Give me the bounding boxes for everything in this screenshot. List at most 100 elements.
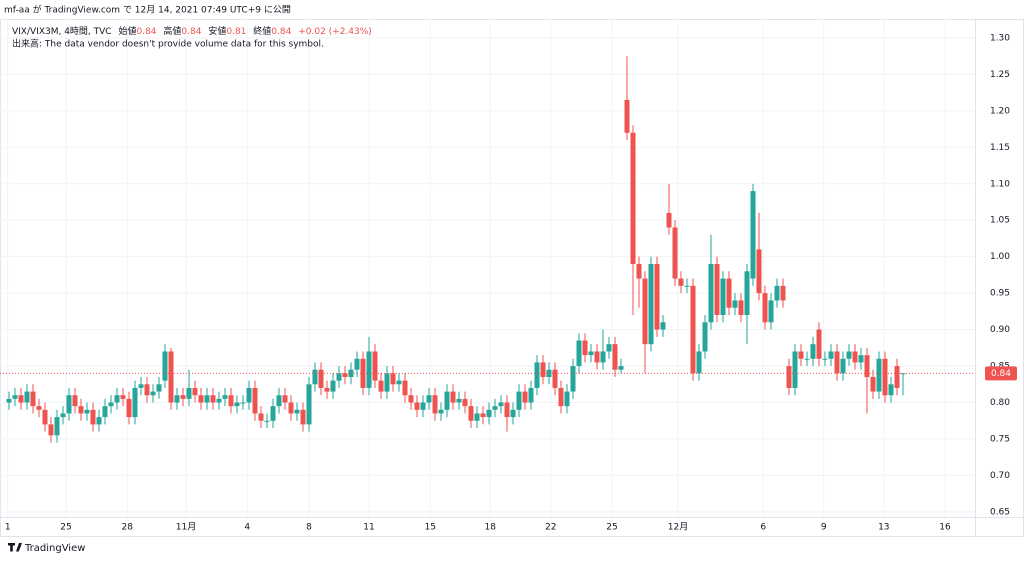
candle-body (354, 358, 360, 370)
x-tick-label: 11月 (176, 522, 196, 533)
published-note: mf-aa が TradingView.com で 12月 14, 2021 0… (4, 4, 291, 16)
candle-body (762, 293, 768, 323)
candle-body (402, 380, 408, 396)
y-tick-label: 1.15 (990, 143, 1010, 153)
low-label: 安値 (208, 25, 226, 37)
candles (6, 56, 906, 443)
x-tick-label: 25 (606, 523, 617, 533)
candle-body (186, 387, 192, 399)
candle-body (708, 263, 714, 323)
y-tick-label: 1.05 (990, 216, 1010, 226)
x-tick-label: 6 (760, 523, 766, 533)
candle-body (12, 395, 18, 399)
x-tick-label: 18 (484, 523, 496, 533)
candle-body (786, 366, 792, 388)
open-value: 0.84 (136, 27, 156, 37)
candle-body (888, 384, 894, 396)
candle-body (96, 417, 102, 425)
candle-body (174, 395, 180, 403)
x-tick-label: 12月 (668, 522, 688, 533)
candle-body (798, 351, 804, 359)
candle-body (102, 406, 108, 418)
candle-body (240, 402, 246, 404)
candle-body (744, 271, 750, 316)
candle-body (114, 395, 120, 403)
y-tick-label: 0.65 (990, 507, 1010, 517)
candle-body (24, 391, 30, 403)
candle-body (276, 395, 282, 407)
candle-body (192, 387, 198, 396)
y-tick-label: 1.00 (990, 252, 1010, 262)
low-value: 0.81 (226, 27, 246, 37)
candle-body (642, 278, 648, 345)
x-tick-label: 16 (939, 523, 951, 533)
candle-body (66, 395, 72, 414)
candle-body (516, 391, 522, 410)
y-tick-label: 1.30 (990, 33, 1010, 43)
candle-body (330, 380, 336, 392)
candle-body (138, 384, 144, 388)
candle-body (678, 278, 684, 286)
candle-body (258, 413, 264, 421)
candle-body (264, 420, 270, 422)
candle-body (300, 409, 306, 425)
candle-body (528, 387, 534, 403)
candle-body (324, 387, 330, 392)
x-tick-label: 1 (5, 523, 11, 533)
last-price-box (985, 366, 1017, 381)
x-tick-label: 11 (363, 523, 374, 533)
candle-body (750, 191, 756, 279)
candle-body (552, 369, 558, 388)
candle-body (198, 395, 204, 403)
candle-body (438, 409, 444, 414)
candle-body (774, 285, 780, 301)
candle-body (60, 413, 66, 418)
candle-body (372, 351, 378, 381)
y-tick-label: 0.90 (990, 325, 1010, 335)
candle-body (606, 344, 612, 352)
candle-body (858, 355, 864, 363)
x-tick-label: 25 (60, 523, 71, 533)
grid (0, 19, 975, 517)
candle-body (534, 362, 540, 388)
candle-body (408, 395, 414, 403)
y-tick-label: 1.10 (990, 179, 1010, 189)
candle-body (432, 395, 438, 414)
candle-body (870, 376, 876, 392)
candle-body (582, 340, 588, 356)
candle-body (618, 366, 624, 370)
candle-body (228, 395, 234, 407)
candle-body (804, 358, 810, 360)
candle-body (504, 402, 510, 418)
candle-body (468, 406, 474, 421)
open-label: 始値 (118, 25, 136, 37)
candle-body (756, 249, 762, 294)
candle-body (318, 369, 324, 388)
x-tick-label: 9 (821, 523, 827, 533)
volume-note: 出来高: The data vendor doesn't provide vol… (12, 38, 324, 50)
close-value: 0.84 (271, 27, 291, 37)
candle-body (624, 99, 630, 133)
candle-body (54, 417, 60, 436)
y-tick-label: 1.20 (990, 106, 1010, 116)
candle-body (288, 402, 294, 414)
candle-body (600, 351, 606, 363)
candle-body (252, 387, 258, 414)
candle-body (864, 355, 870, 377)
candle-body (72, 395, 78, 407)
y-tick-label: 0.75 (990, 434, 1010, 444)
legend: VIX/VIX3M, 4時間, TVC 始値0.84 高値0.84 安値0.81… (12, 25, 372, 37)
candle-body (522, 391, 528, 403)
candle-body (444, 391, 450, 410)
candle-body (210, 395, 216, 403)
candle-body (390, 373, 396, 385)
change: +0.02 (+2.43%) (298, 27, 372, 37)
candle-body (144, 384, 150, 396)
candle-body (576, 340, 582, 367)
candle-body (282, 395, 288, 403)
candle-body (894, 366, 900, 388)
candle-body (246, 387, 252, 403)
candle-body (636, 263, 642, 279)
candle-body (132, 387, 138, 418)
